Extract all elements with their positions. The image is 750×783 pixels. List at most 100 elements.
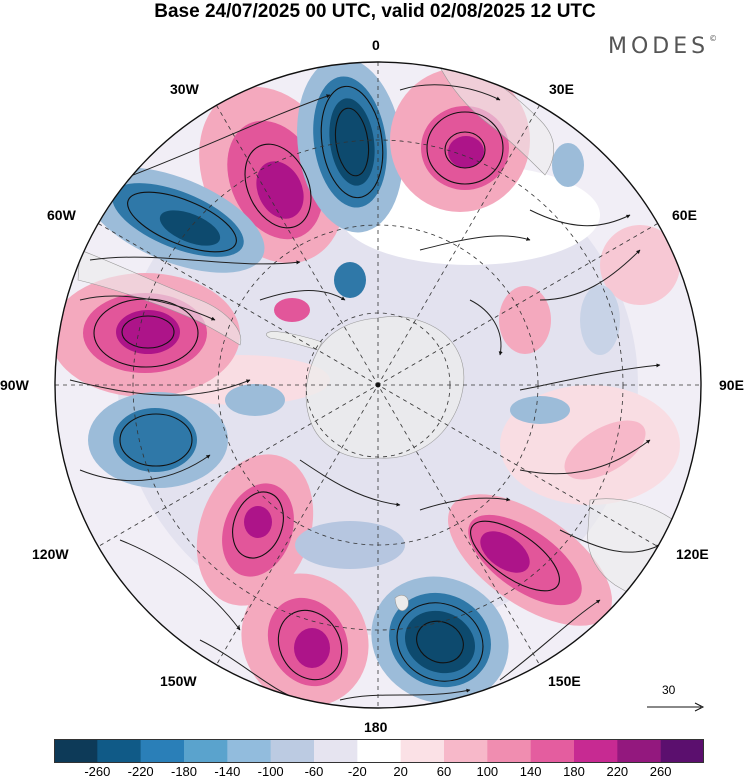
colorbar-tick-label: -100	[257, 764, 284, 779]
flow-arrow	[79, 454, 211, 482]
lon-label-60e: 60E	[672, 207, 697, 223]
vector-scale-value: 30	[662, 683, 676, 697]
colorbar-swatch	[140, 739, 185, 763]
flow-arrow	[539, 249, 641, 301]
colorbar-tick-label: -220	[127, 764, 154, 779]
colorbar-border	[54, 739, 704, 763]
lon-label-120e: 120E	[676, 546, 709, 562]
flow-arrow	[339, 688, 471, 701]
flow-arrow	[119, 94, 331, 181]
contour-line	[277, 609, 343, 681]
positive-anomaly	[499, 286, 551, 354]
antarctic-peninsula	[266, 331, 323, 351]
contour-line	[416, 620, 464, 664]
lon-label-120w: 120W	[32, 546, 69, 562]
colorbar-tick-label: -60	[304, 764, 324, 779]
negative-anomaly	[510, 396, 570, 424]
flow-arrow	[299, 459, 401, 507]
contour-line	[444, 131, 486, 169]
contour-line	[470, 520, 560, 592]
colorbar-swatch	[617, 739, 661, 763]
flow-arrow	[119, 539, 241, 631]
contour-line	[121, 315, 175, 349]
contour-line	[244, 143, 312, 229]
flow-arrow	[69, 379, 251, 396]
vector-scale-arrow	[647, 702, 705, 712]
colorbar-swatch	[270, 739, 315, 763]
positive-anomaly	[274, 298, 310, 322]
south-america-coast	[77, 249, 242, 346]
colorbar-swatch	[487, 739, 531, 763]
lon-label-0: 0	[372, 37, 380, 53]
contour-line	[426, 111, 504, 185]
negative-anomaly	[113, 408, 197, 472]
colorbar-swatch	[660, 739, 704, 763]
positive-anomaly	[564, 420, 646, 480]
colorbar-tick-label: 220	[606, 764, 629, 779]
colorbar-tick-label: -260	[84, 764, 111, 779]
anomaly-faint-pos	[340, 165, 600, 265]
anomaly-field	[55, 62, 691, 707]
positive-anomaly-core	[244, 506, 272, 538]
contour-line	[127, 191, 237, 253]
lon-label-30w: 30W	[170, 81, 199, 97]
lon-label-90e: 90E	[719, 377, 744, 393]
flow-streamlines	[69, 84, 661, 701]
flow-arrow	[259, 290, 346, 301]
flow-arrow	[469, 299, 503, 356]
colorbar-swatch	[574, 739, 618, 763]
flow-arrow	[559, 529, 661, 553]
graticule	[55, 62, 701, 708]
flow-arrow	[499, 599, 601, 681]
brand-text: MODES	[608, 34, 710, 59]
polar-map	[54, 61, 702, 709]
colorbar-tick-label: 180	[563, 764, 585, 779]
map-title: Base 24/07/2025 00 UTC, valid 02/08/2025…	[154, 1, 596, 22]
flow-arrow	[529, 209, 631, 227]
colorbar-swatch	[400, 739, 445, 763]
negative-anomaly	[334, 262, 366, 298]
colorbar-swatch	[530, 739, 575, 763]
lon-label-30e: 30E	[549, 81, 574, 97]
contour-line	[232, 491, 284, 559]
lon-label-90w: 90W	[0, 377, 29, 393]
flow-arrow	[419, 235, 531, 251]
colorbar-swatch	[227, 739, 271, 763]
contour-line	[396, 602, 484, 682]
negative-anomaly	[580, 285, 620, 355]
negative-anomaly-core	[329, 98, 375, 186]
positive-anomaly-core	[116, 310, 180, 354]
lon-label-60w: 60W	[47, 207, 76, 223]
map-disc-border	[54, 61, 702, 709]
flow-arrow	[419, 497, 511, 511]
positive-anomaly-core	[256, 161, 304, 219]
colorbar-tick-label: 100	[476, 764, 499, 779]
brand-logo: MODES©	[608, 34, 717, 59]
flow-arrow	[79, 295, 216, 321]
new-zealand-coast	[394, 594, 409, 611]
colorbar-swatch	[357, 739, 401, 763]
positive-anomaly-core	[294, 628, 330, 668]
lon-label-180: 180	[364, 719, 388, 735]
lon-label-150w: 150W	[160, 673, 197, 689]
contour-line	[334, 107, 370, 177]
brand-mark: ©	[709, 34, 718, 43]
flow-arrow	[519, 439, 651, 475]
colorbar-swatch	[444, 739, 488, 763]
south-pole-dot	[375, 382, 381, 388]
colorbar-tick-label: 140	[519, 764, 542, 779]
flow-arrow	[519, 363, 661, 391]
colorbar-swatch	[314, 739, 358, 763]
negative-anomaly	[295, 521, 405, 569]
lon-label-150e: 150E	[548, 673, 581, 689]
colorbar-tick-label: 60	[436, 764, 452, 779]
colorbar-ticks: -260 -220 -180 -140 -100 -60 -20 20 60 100 140 180 2…	[0, 764, 750, 782]
negative-anomaly	[225, 384, 285, 416]
colorbar-swatch	[54, 739, 98, 763]
colorbar-tick-label: 260	[649, 764, 672, 779]
flow-arrow	[89, 256, 301, 265]
colorbar-tick-label: -140	[214, 764, 241, 779]
colorbar-swatch	[97, 739, 141, 763]
colorbar-tick-label: -20	[347, 764, 367, 779]
positive-anomaly-core	[480, 531, 530, 573]
